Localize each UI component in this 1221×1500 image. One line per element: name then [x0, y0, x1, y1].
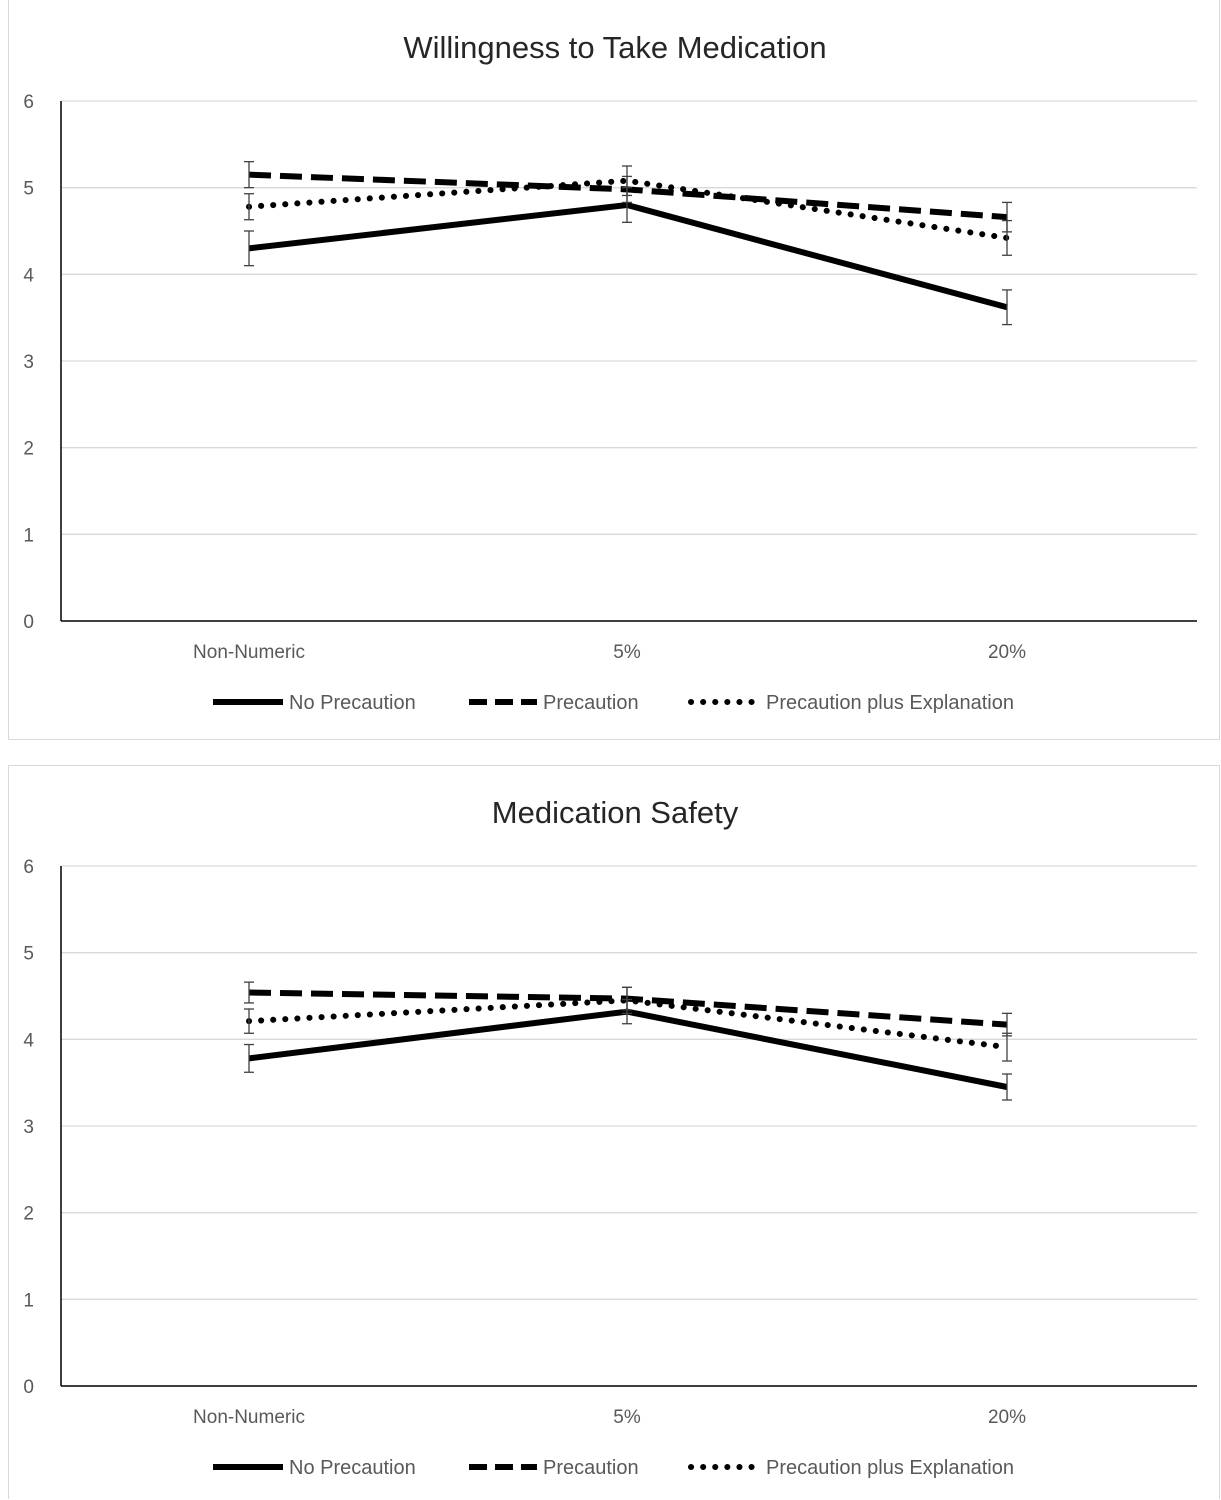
legend-label: Precaution: [543, 692, 639, 714]
y-tick-label: 4: [23, 1030, 34, 1051]
y-tick-label: 0: [23, 1377, 34, 1398]
y-tick-label: 6: [23, 92, 34, 113]
x-tick-label: 20%: [988, 1407, 1026, 1428]
legend-label: Precaution plus Explanation: [766, 692, 1014, 714]
y-tick-label: 1: [23, 525, 34, 546]
y-tick-label: 5: [23, 179, 34, 200]
error-bar: [622, 165, 632, 197]
y-tick-label: 2: [23, 439, 34, 460]
error-bar: [244, 1043, 254, 1073]
error-bar: [1002, 1073, 1012, 1101]
error-bar: [244, 1008, 254, 1034]
y-tick-label: 3: [23, 352, 34, 373]
error-bar: [244, 230, 254, 267]
series-line-solid: [248, 1008, 1008, 1090]
legend-label: No Precaution: [289, 1457, 416, 1479]
error-bar: [622, 986, 632, 1014]
chart-title: Willingness to Take Medication: [403, 30, 826, 65]
error-bar: [244, 981, 254, 1004]
error-bar: [1002, 219, 1012, 256]
chart-panel-safety: Medication Safety 0 1 2 3 4 5 6 Non-Numeric 5% 20%…: [8, 765, 1220, 1499]
error-bar: [244, 193, 254, 221]
error-bar: [244, 161, 254, 189]
series-line-solid: [248, 201, 1008, 311]
legend-label: Precaution: [543, 1457, 639, 1479]
chart-title: Medication Safety: [492, 795, 739, 830]
x-tick-label: Non-Numeric: [193, 642, 305, 663]
legend-label: Precaution plus Explanation: [766, 1457, 1014, 1479]
x-tick-label: 20%: [988, 642, 1026, 663]
y-tick-label: 6: [23, 857, 34, 878]
error-bar: [1002, 1032, 1012, 1062]
error-bar: [1002, 289, 1012, 326]
y-tick-label: 5: [23, 944, 34, 965]
y-tick-label: 0: [23, 612, 34, 633]
chart-panel-willingness: Willingness to Take Medication 0 1 2 3 4 5 6 Non…: [8, 0, 1220, 740]
y-tick-label: 3: [23, 1117, 34, 1138]
legend-label: No Precaution: [289, 692, 416, 714]
chart-safety-svg: Medication Safety 0 1 2 3 4 5 6 Non-Numeric 5% 20%…: [23, 795, 1197, 1479]
y-tick-label: 2: [23, 1204, 34, 1225]
x-tick-label: 5%: [613, 1407, 641, 1428]
chart-willingness-svg: Willingness to Take Medication 0 1 2 3 4 5 6 Non…: [23, 30, 1197, 714]
series-line-dashed: [248, 989, 1008, 1028]
y-tick-label: 4: [23, 265, 34, 286]
x-tick-label: 5%: [613, 642, 641, 663]
x-tick-label: Non-Numeric: [193, 1407, 305, 1428]
y-tick-label: 1: [23, 1290, 34, 1311]
